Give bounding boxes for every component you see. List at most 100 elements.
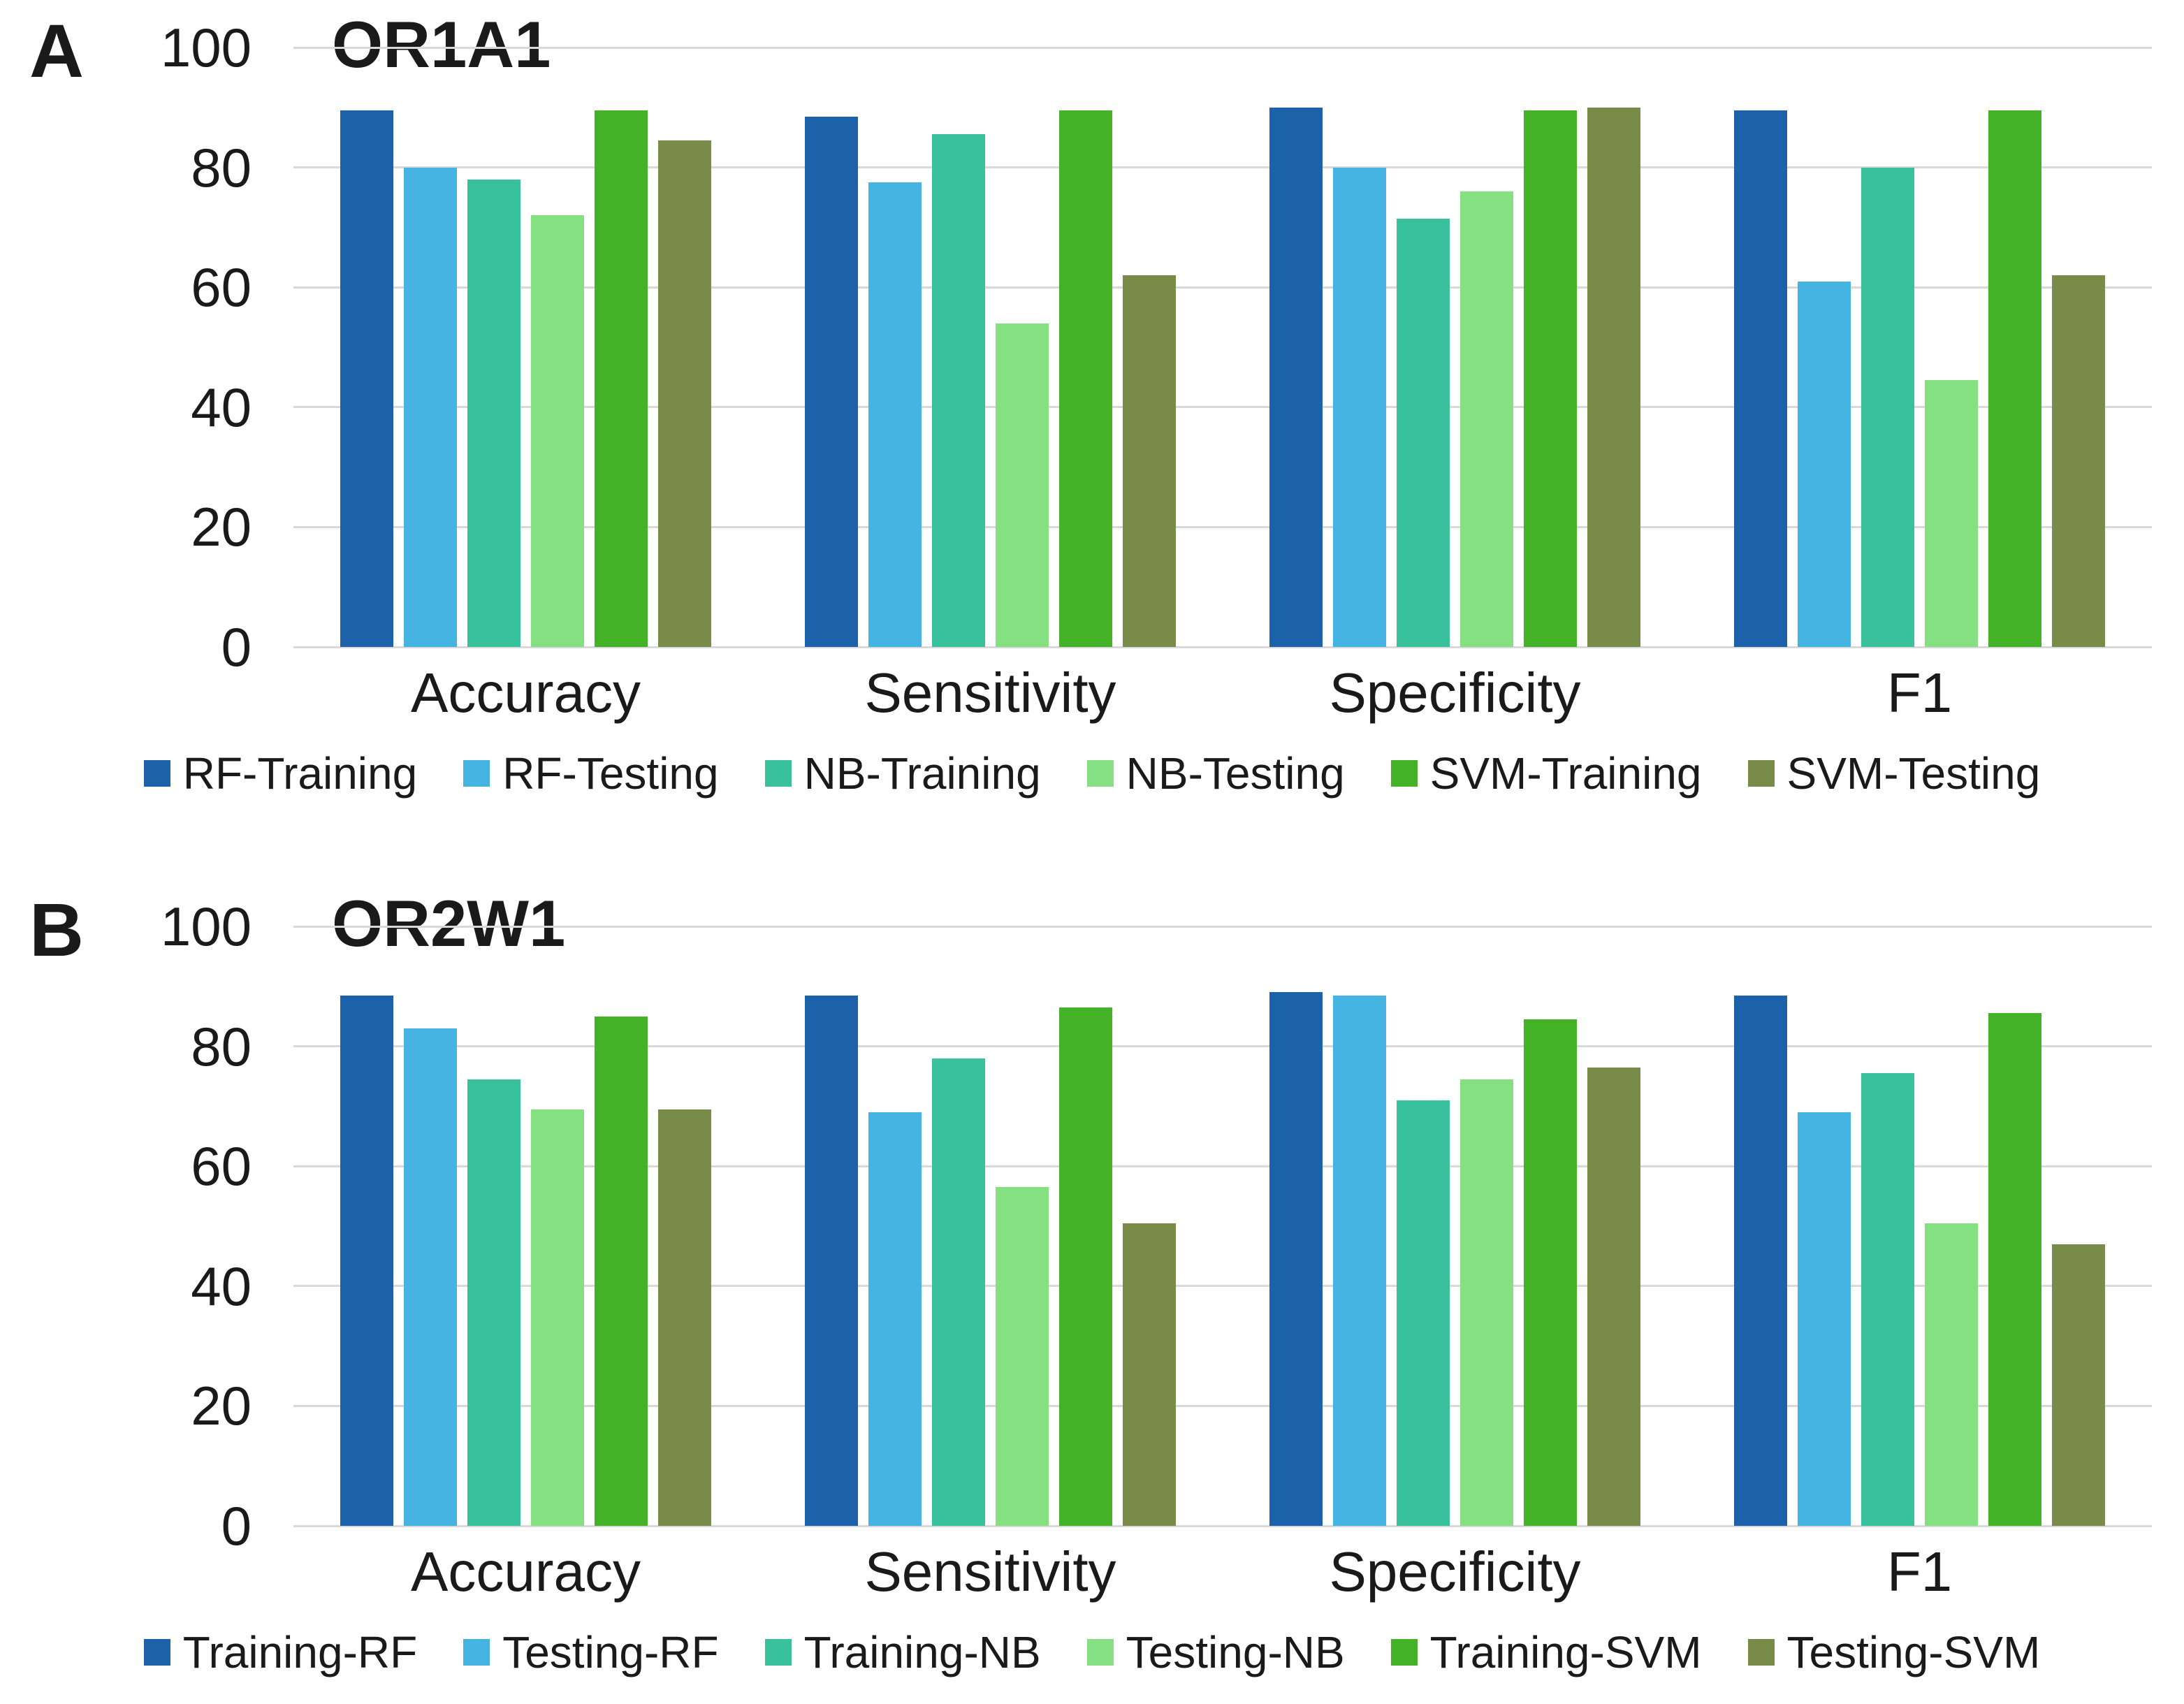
x-axis-labels: Accuracy Sensitivity Specificity F1 [293, 1541, 2152, 1603]
legend: Training-RF Testing-RF Training-NB Testing-… [0, 1628, 2184, 1677]
legend-swatch-icon [143, 760, 170, 787]
gridline-60 [293, 1165, 2152, 1167]
x-axis-label-specificity: Specificity [1329, 1541, 1581, 1603]
x-axis-label-accuracy: Accuracy [411, 1541, 641, 1603]
bar-group-specificity [1223, 926, 1687, 1526]
bar-training-nb-specificity [1397, 1100, 1450, 1526]
panel-a: A OR1A1 0 20 40 60 80 100 Accuracy Sensitivity Spe… [0, 0, 2184, 849]
bar-nb-training-f1 [1861, 167, 1914, 647]
legend-swatch-icon [1747, 1639, 1775, 1666]
x-axis-label-sensitivity: Sensitivity [864, 662, 1116, 724]
bar-nb-training-specificity [1397, 218, 1450, 647]
gridline-60 [293, 286, 2152, 289]
legend-swatch-icon [764, 1639, 792, 1666]
bar-testing-nb-f1 [1925, 1223, 1978, 1526]
x-axis-labels: Accuracy Sensitivity Specificity F1 [293, 662, 2152, 724]
bar-training-svm-accuracy [595, 1016, 648, 1526]
y-axis-tick-label-100: 100 [160, 17, 252, 78]
legend-item-svm-testing: SVM-Testing [1747, 748, 2041, 799]
bar-testing-svm-specificity [1587, 1067, 1640, 1526]
bar-svm-testing-sensitivity [1123, 275, 1176, 647]
gridline-0 [293, 1524, 2152, 1527]
bar-svm-training-accuracy [595, 110, 648, 647]
legend-label: RF-Training [182, 748, 418, 799]
bar-svm-training-f1 [1988, 110, 2041, 647]
bar-testing-svm-sensitivity [1123, 1223, 1176, 1526]
bar-svm-testing-f1 [2052, 275, 2105, 647]
panel-label: B [29, 887, 84, 972]
bar-groups [293, 926, 2152, 1526]
bar-training-rf-f1 [1734, 995, 1787, 1526]
panel-label: A [29, 8, 84, 93]
legend-item-nb-training: NB-Training [764, 748, 1041, 799]
bar-group-f1 [1687, 48, 2152, 647]
legend-swatch-icon [1390, 1639, 1418, 1666]
bar-rf-training-accuracy [340, 110, 393, 647]
bar-nb-testing-f1 [1925, 380, 1978, 647]
gridline-80 [293, 166, 2152, 169]
legend-label: Training-SVM [1429, 1627, 1702, 1677]
bar-svm-testing-accuracy [658, 140, 711, 647]
legend-label: Testing-NB [1126, 1627, 1345, 1677]
legend: RF-Training RF-Testing NB-Training NB-Testi… [0, 749, 2184, 798]
legend-item-testing-nb: Testing-NB [1086, 1627, 1345, 1677]
legend-item-testing-rf: Testing-RF [463, 1627, 719, 1677]
bar-training-nb-sensitivity [932, 1058, 985, 1526]
legend-item-svm-training: SVM-Training [1390, 749, 1702, 798]
y-axis-tick-label-100: 100 [160, 896, 252, 957]
bar-training-nb-accuracy [467, 1079, 520, 1526]
legend-item-testing-svm: Testing-SVM [1747, 1628, 2040, 1677]
bar-group-accuracy [293, 48, 758, 647]
y-axis-tick-label-0: 0 [221, 616, 252, 678]
bar-training-svm-specificity [1524, 1019, 1577, 1526]
bar-training-nb-f1 [1861, 1073, 1914, 1526]
y-axis-tick-label-80: 80 [191, 136, 252, 198]
bar-rf-testing-accuracy [404, 167, 457, 647]
legend-label: RF-Testing [502, 748, 719, 799]
legend-label: Training-RF [182, 1627, 418, 1677]
bar-testing-rf-sensitivity [868, 1112, 922, 1526]
x-axis-label-f1: F1 [1886, 1541, 1953, 1603]
bar-nb-testing-specificity [1460, 191, 1513, 647]
legend-swatch-icon [764, 760, 792, 787]
legend-item-nb-testing: NB-Testing [1086, 749, 1345, 798]
gridline-100 [293, 46, 2152, 49]
bar-rf-testing-specificity [1333, 167, 1386, 647]
gridline-40 [293, 406, 2152, 409]
legend-swatch-icon [1390, 760, 1418, 787]
gridline-20 [293, 525, 2152, 528]
legend-swatch-icon [1086, 760, 1114, 787]
bar-testing-rf-f1 [1798, 1112, 1851, 1526]
bar-testing-svm-f1 [2052, 1244, 2105, 1526]
y-axis-tick-label-40: 40 [191, 1255, 252, 1317]
legend-swatch-icon [143, 1639, 170, 1666]
y-axis-tick-label-60: 60 [191, 1135, 252, 1197]
chart-title: OR2W1 [332, 887, 566, 960]
bar-svm-training-specificity [1524, 110, 1577, 647]
legend-swatch-icon [1086, 1639, 1114, 1666]
bar-svm-training-sensitivity [1059, 110, 1112, 647]
bar-rf-testing-f1 [1798, 281, 1851, 647]
y-axis-tick-label-20: 20 [191, 1375, 252, 1437]
legend-item-training-rf: Training-RF [143, 1627, 418, 1677]
legend-item-training-svm: Training-SVM [1390, 1627, 1702, 1677]
bar-group-f1 [1687, 926, 2152, 1526]
y-axis-tick-label-20: 20 [191, 496, 252, 558]
bar-testing-svm-accuracy [658, 1109, 711, 1526]
legend-label: SVM-Testing [1786, 748, 2041, 799]
bar-testing-nb-accuracy [531, 1109, 584, 1526]
bar-rf-training-f1 [1734, 110, 1787, 647]
bar-nb-training-accuracy [467, 179, 520, 647]
plot-area: OR2W1 0 20 40 60 80 100 [161, 887, 2152, 1554]
bar-nb-training-sensitivity [932, 134, 985, 647]
bar-svm-testing-specificity [1587, 107, 1640, 647]
bar-group-sensitivity [758, 926, 1223, 1526]
legend-label: Testing-RF [502, 1627, 719, 1677]
bar-testing-nb-specificity [1460, 1079, 1513, 1526]
legend-label: NB-Training [803, 748, 1041, 799]
panel-b: B OR2W1 0 20 40 60 80 100 Accuracy Sensitivity Spe… [0, 879, 2184, 1704]
bar-group-specificity [1223, 48, 1687, 647]
gridline-0 [293, 646, 2152, 648]
x-axis-label-specificity: Specificity [1329, 662, 1581, 724]
x-axis-label-f1: F1 [1886, 662, 1953, 724]
